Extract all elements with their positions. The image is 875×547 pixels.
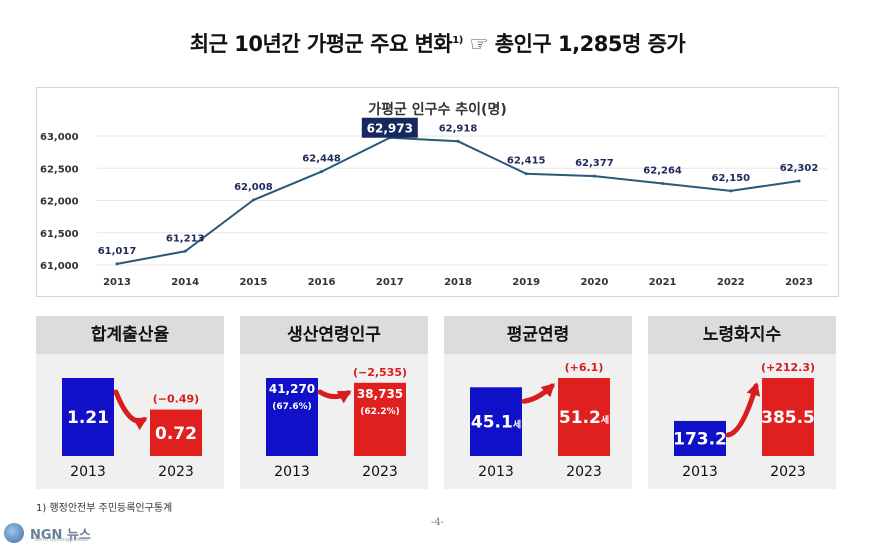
data-point [115,262,119,266]
page-title-suffix: ☞ 총인구 1,285명 증가 [462,32,686,56]
y-tick-label: 61,500 [40,229,79,240]
data-label: 62,150 [712,173,751,184]
data-label: 62,008 [234,182,273,193]
aging-index-bar-chart: 173.2 2013 385.5 2023 (+212.3) [673,361,815,480]
data-label: 62,302 [780,163,819,174]
bar-2023 [558,378,610,456]
change-label: (+212.3) [761,361,815,374]
data-point [661,181,665,185]
data-point [797,179,801,183]
bar-2013 [266,378,318,456]
bar-value-label: 51.2세 [559,408,609,428]
average-age-panel: 평균연령 45.1세 2013 51.2세 2023 (+6.1) [444,316,632,489]
data-label: 62,377 [575,158,614,169]
x-tick-label: 2023 [566,464,602,480]
data-point [320,170,324,174]
x-tick-label: 2013 [103,277,131,288]
aging-index-title: 노령화지수 [648,316,836,354]
average-age-bar-chart: 45.1세 2013 51.2세 2023 (+6.1) [470,361,610,480]
trend-arrow-icon [725,382,761,438]
bar-value-label: 1.21 [67,408,109,428]
population-line-chart: 61,000 61,500 62,000 62,500 63,000 2013 2014 20… [40,117,827,288]
x-tick-label: 2023 [785,277,813,288]
average-age-title: 평균연령 [444,316,632,354]
bar-2013 [62,378,114,456]
bar-2013 [674,420,726,456]
trend-arrow-icon [521,383,555,404]
unit-label: 세 [513,419,521,431]
data-label: 61,017 [98,246,137,257]
bar-value-label: 0.72 [155,424,197,444]
x-tick-label: 2023 [770,464,806,480]
globe-icon [4,523,24,543]
data-label: 62,415 [507,156,546,167]
trend-arrow-icon [317,389,352,404]
data-point [524,172,528,176]
y-tick-label: 61,000 [40,261,79,272]
x-tick-label: 2013 [70,464,106,480]
data-label: 62,973 [367,122,413,136]
bar-2023 [762,378,814,456]
bar-value-label: 41,270 [269,382,315,396]
x-tick-label: 2014 [171,277,199,288]
change-label: (−0.49) [153,393,199,406]
aging-index-panel: 노령화지수 173.2 2013 385.5 2023 (+212.3) [648,316,836,489]
logo-brand: NGN 뉴스 [30,527,91,543]
highlight-label-box [361,117,418,138]
bar-value-label: 385.5 [761,408,815,428]
logo-subtitle: North Gyeonggi News [34,537,89,543]
bar-sub-label: (62.2%) [360,407,399,417]
bar-sub-label: (67.6%) [272,402,311,412]
bar-2023 [150,409,202,456]
data-point [729,189,733,193]
x-tick-label: 2013 [682,464,718,480]
working-age-population-panel: 생산연령인구 41,270 (67.6%) 2013 38,735 (62.2%) 202… [240,316,428,489]
change-label: (−2,535) [353,366,407,379]
footnote-mark: 1) [452,35,463,46]
x-tick-label: 2015 [239,277,267,288]
bar-2013 [470,387,522,456]
y-tick-label: 63,000 [40,132,79,143]
fertility-rate-bar-chart: 1.21 2013 0.72 2023 (−0.49) [62,378,202,480]
x-tick-label: 2023 [362,464,398,480]
bar-value-label: 45.1세 [471,413,521,433]
page-title-text: 최근 10년간 가평군 주요 변화 [189,32,453,56]
y-tick-label: 62,500 [40,164,79,175]
x-tick-label: 2021 [649,277,677,288]
unit-label: 세 [601,414,609,426]
x-tick-label: 2018 [444,277,472,288]
fertility-rate-title: 합계출산율 [36,316,224,354]
working-age-population-title: 생산연령인구 [240,316,428,354]
line-chart-title: 가평군 인구수 추이(명) [368,102,507,118]
population-trend-panel: 가평군 인구수 추이(명) 61,000 61,500 62,000 62,500 63… [36,87,839,297]
bar-2023 [354,382,406,456]
x-tick-label: 2022 [717,277,745,288]
fertility-rate-panel: 합계출산율 1.21 2013 0.72 2023 (−0.49) [36,316,224,489]
trend-arrow-icon [113,389,148,431]
ngn-news-logo: NGN 뉴스 North Gyeonggi News [4,522,91,544]
page-number: -4- [430,517,445,528]
working-age-population-bar-chart: 41,270 (67.6%) 2013 38,735 (62.2%) 2023 (−2,53… [266,366,407,480]
bar-value-label: 173.2 [673,429,727,449]
data-point [251,198,255,202]
page-title: 최근 10년간 가평군 주요 변화1) ☞ 총인구 1,285명 증가 [0,28,875,58]
y-tick-label: 62,000 [40,197,79,208]
change-label: (+6.1) [565,361,604,374]
x-tick-label: 2017 [376,277,404,288]
bar-value-label: 38,735 [357,387,403,401]
data-point [456,139,460,143]
data-point [183,249,187,253]
data-label: 62,448 [302,154,341,165]
source-footnote: 1) 행정안전부 주민등록인구통계 [36,503,173,514]
data-point [592,174,596,178]
x-tick-label: 2013 [478,464,514,480]
data-label: 62,918 [439,123,478,134]
x-tick-label: 2016 [308,277,336,288]
x-tick-label: 2020 [580,277,608,288]
data-label: 61,213 [166,233,205,244]
x-tick-label: 2019 [512,277,540,288]
data-label: 62,264 [643,165,682,176]
x-tick-label: 2023 [158,464,194,480]
x-tick-label: 2013 [274,464,310,480]
